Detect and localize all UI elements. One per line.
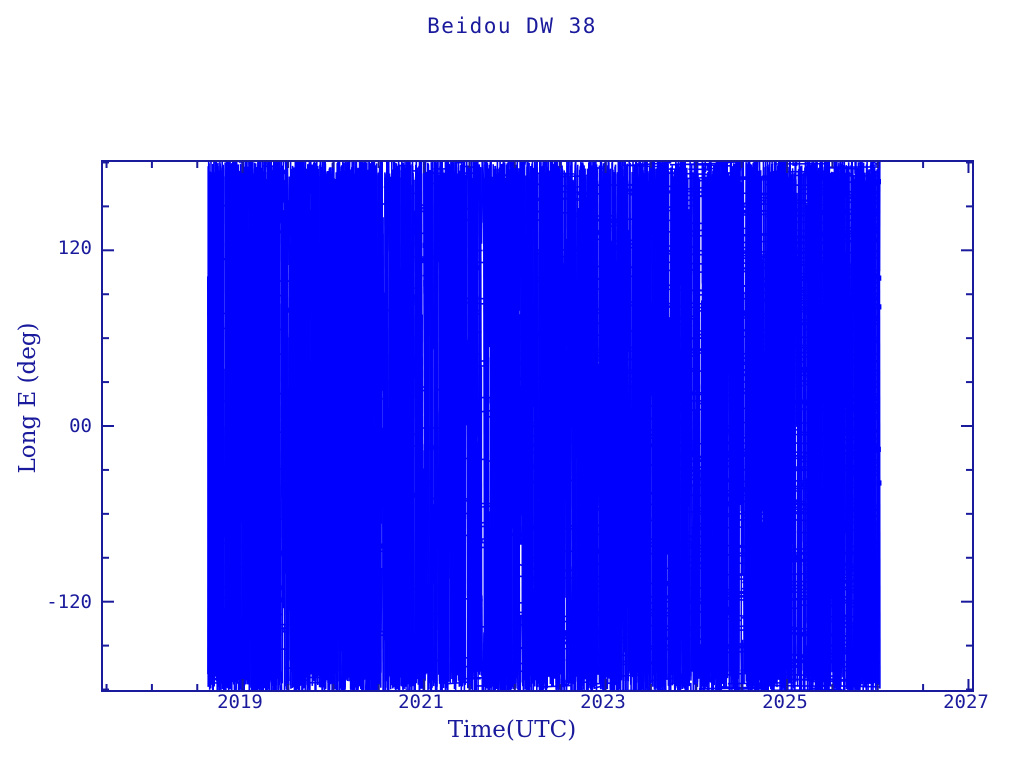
x-tick-label-2021: 2021 <box>398 691 444 713</box>
page-title: Beidou DW 38 <box>427 14 597 38</box>
y-tick-label-120: 120 <box>57 237 92 259</box>
y-tick-label-minus120: -120 <box>46 591 92 613</box>
x-tick-label-2027: 2027 <box>943 691 989 713</box>
x-axis-title: Time(UTC) <box>447 717 577 743</box>
data-line-group <box>208 161 881 691</box>
y-axis-title: Long E (deg) <box>15 322 41 474</box>
data-plot <box>102 161 973 691</box>
plot-area <box>102 161 973 691</box>
x-tick-label-2019: 2019 <box>217 691 263 713</box>
y-tick-label-0: 00 <box>69 415 92 437</box>
x-tick-label-2025: 2025 <box>762 691 808 713</box>
x-tick-label-2023: 2023 <box>580 691 626 713</box>
